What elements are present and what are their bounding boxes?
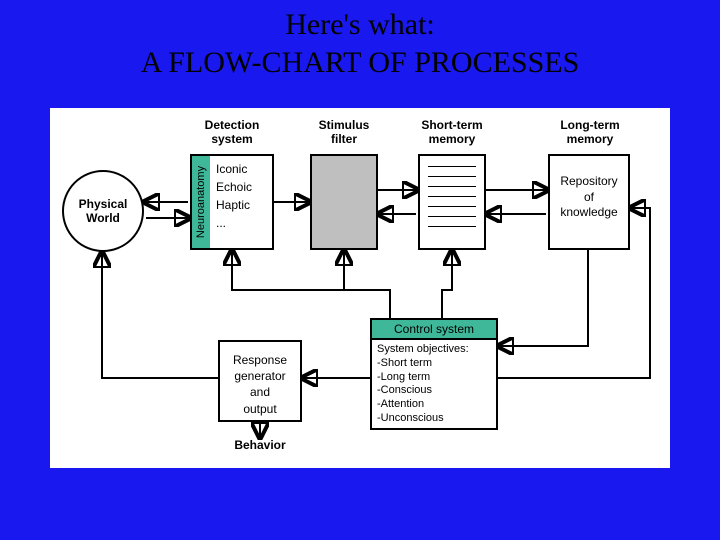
title-line1: Here's what: [285, 8, 435, 41]
detection-item: Iconic [216, 160, 266, 178]
header-stm: Short-term memory [406, 118, 498, 146]
control-system-header: Control system [372, 320, 496, 340]
header-filter: Stimulus filter [302, 118, 386, 146]
control-item: -Attention [377, 398, 491, 412]
detection-item: ... [216, 214, 266, 232]
node-stimulus-filter [310, 154, 378, 250]
control-item: -Unconscious [377, 412, 491, 426]
node-response-generator: Response generator and output [218, 340, 302, 422]
node-short-term-memory [418, 154, 486, 250]
title-line2: A FLOW-CHART OF PROCESSES [141, 46, 580, 79]
node-long-term-memory: Repository of knowledge [548, 154, 630, 250]
detection-item: Echoic [216, 178, 266, 196]
flowchart-canvas: Detection system Stimulus filter Short-t… [50, 108, 670, 468]
label-behavior: Behavior [228, 438, 292, 452]
control-item: System objectives: [377, 343, 491, 357]
node-detection-system: Iconic Echoic Haptic ... [210, 154, 274, 250]
control-item: -Conscious [377, 384, 491, 398]
stm-slot-lines [420, 156, 484, 233]
node-neuroanatomy: Neuroanatomy [190, 154, 212, 250]
header-detection: Detection system [190, 118, 274, 146]
page-title: Here's what: A FLOW-CHART OF PROCESSES [0, 0, 720, 81]
node-physical-world: Physical World [62, 170, 144, 252]
control-item: -Short term [377, 357, 491, 371]
node-control-system: Control system System objectives: -Short… [370, 318, 498, 430]
detection-item: Haptic [216, 196, 266, 214]
control-system-body: System objectives: -Short term -Long ter… [372, 340, 496, 429]
header-ltm: Long-term memory [544, 118, 636, 146]
control-item: -Long term [377, 371, 491, 385]
